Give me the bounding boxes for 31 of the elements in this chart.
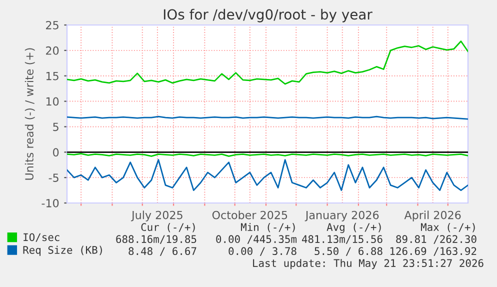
text: 481.13m/15.56	[302, 235, 382, 244]
text: Cur (-/+)	[141, 223, 195, 232]
text: 0.00 /445.35m	[216, 235, 297, 244]
x-tick-label: April 2026	[404, 210, 461, 222]
text: 89.81 /262.30	[396, 235, 476, 244]
x-tick-label: July 2025	[130, 210, 182, 222]
text: 126.69 /163.92	[390, 247, 476, 256]
y-tick-label: -5	[48, 174, 58, 182]
chart-title: IOs for /dev/vg0/root - by year	[164, 8, 372, 22]
y-tick-label: 0	[53, 148, 59, 157]
text: 688.16m/19.85	[116, 235, 196, 244]
y-tick-label: 25	[46, 20, 58, 30]
y-axis-title: Units read (-) / write (+)	[24, 48, 35, 180]
line-series	[67, 40, 468, 85]
line-series	[67, 159, 468, 191]
x-tick-label: January 2026	[304, 210, 379, 222]
text: Min (-/+)	[240, 222, 295, 232]
y-tick-label: -10	[42, 198, 59, 208]
text: 5.50 / 6.88	[314, 247, 382, 256]
text: Max (-/+)	[420, 223, 475, 232]
legend-label: Req Size (KB)	[23, 246, 102, 256]
text: 0.00 / 3.78	[228, 247, 296, 256]
y-tick-label: 10	[46, 97, 59, 106]
legend-label: IO/sec	[24, 233, 60, 242]
y-tick-label: 15	[46, 72, 58, 80]
x-tick-label: October 2025	[212, 210, 288, 220]
text: Avg (-/+)	[326, 222, 381, 234]
y-tick-label: 20	[46, 46, 59, 55]
text: Last update: Thu May 21 23:51:27 2026	[253, 258, 484, 270]
text: 8.48 / 6.67	[128, 247, 196, 256]
y-tick-label: 5	[53, 122, 58, 132]
